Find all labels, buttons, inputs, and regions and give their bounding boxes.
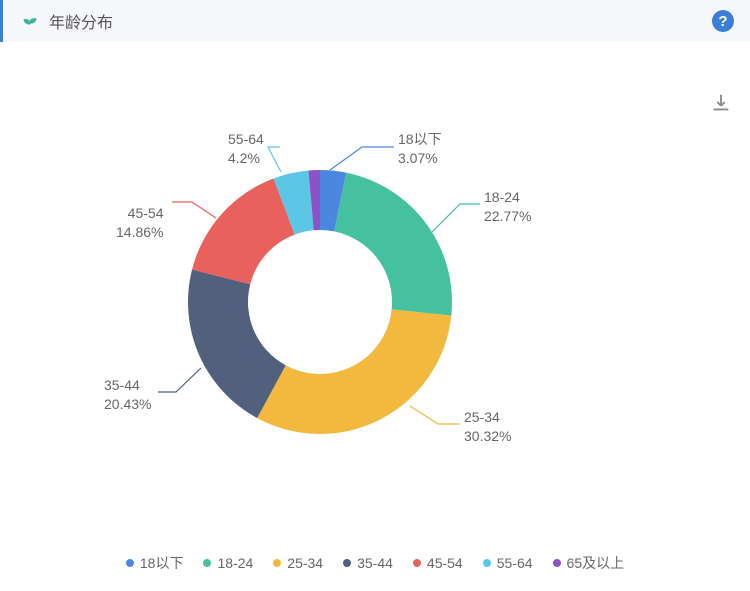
panel-title: 年龄分布: [49, 9, 113, 33]
legend-dot: [553, 559, 561, 567]
donut-chart: [188, 170, 452, 434]
legend-dot: [203, 559, 211, 567]
slice-label: 18以下3.07%: [398, 130, 442, 168]
slice-label: 55-644.2%: [228, 130, 264, 168]
slice-label: 35-4420.43%: [104, 376, 151, 414]
legend-item[interactable]: 35-44: [343, 553, 393, 573]
legend-item[interactable]: 18以下: [126, 553, 184, 573]
slice-label: 18-2422.77%: [484, 188, 531, 226]
donut-slice: [257, 309, 451, 434]
legend-dot: [343, 559, 351, 567]
legend-label: 25-34: [287, 555, 323, 571]
legend-label: 18以下: [140, 553, 184, 573]
legend-item[interactable]: 55-64: [483, 553, 533, 573]
legend-item[interactable]: 18-24: [203, 553, 253, 573]
legend-label: 18-24: [217, 555, 253, 571]
legend-label: 65及以上: [567, 553, 625, 573]
donut-slice: [334, 173, 452, 316]
age-distribution-chart: 18以下3.07% 18-2422.77% 25-3430.32% 35-4420.4…: [0, 52, 750, 502]
legend-label: 55-64: [497, 555, 533, 571]
legend-item[interactable]: 65及以上: [553, 553, 625, 573]
slice-label: 25-3430.32%: [464, 408, 511, 446]
legend-dot: [413, 559, 421, 567]
legend-label: 45-54: [427, 555, 463, 571]
legend-dot: [126, 559, 134, 567]
legend-item[interactable]: 25-34: [273, 553, 323, 573]
slice-label: 45-5414.86%: [116, 204, 163, 242]
legend-label: 35-44: [357, 555, 393, 571]
sprout-icon: [19, 10, 41, 32]
header-left: 年龄分布: [19, 9, 113, 33]
help-icon[interactable]: ?: [712, 10, 734, 32]
legend-item[interactable]: 45-54: [413, 553, 463, 573]
legend-dot: [483, 559, 491, 567]
donut-slice: [192, 178, 295, 284]
legend-dot: [273, 559, 281, 567]
chart-legend: 18以下 18-24 25-34 35-44 45-54 55-64 65及以上: [0, 553, 750, 573]
panel-header: 年龄分布 ?: [0, 0, 750, 42]
